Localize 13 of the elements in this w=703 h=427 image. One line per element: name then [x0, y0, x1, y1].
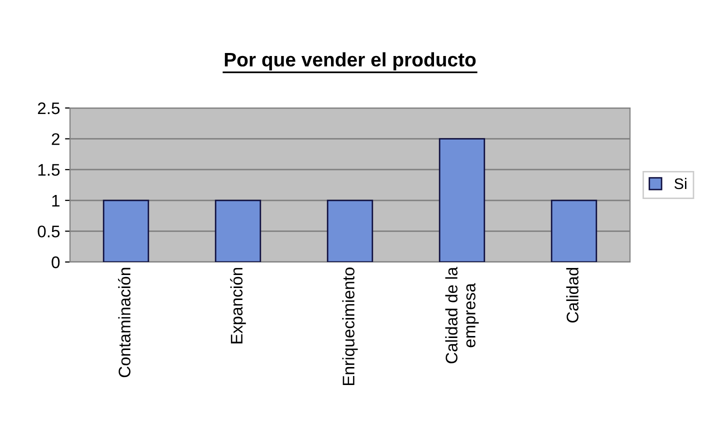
y-tick-label: 2	[52, 133, 60, 145]
y-tick-label: 0.5	[38, 226, 60, 238]
chart-title: Por que vender el producto	[224, 52, 476, 70]
x-tick-label: Calidad de la empresa	[445, 266, 479, 364]
x-tick-label: Contaminación	[118, 268, 130, 378]
legend-label: Si	[674, 178, 686, 190]
y-tick-label: 2.5	[38, 102, 60, 114]
x-tick-label: Expanción	[230, 268, 246, 344]
y-tick-label: 1.5	[38, 164, 60, 176]
y-tick-label: 0	[52, 256, 60, 268]
x-tick-label: Calidad	[566, 268, 578, 323]
x-tick-label: Enriquecimiento	[342, 268, 358, 385]
y-tick-label: 1	[52, 194, 60, 206]
